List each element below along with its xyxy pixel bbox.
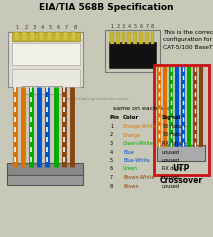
Bar [47,32,52,41]
Text: 3: 3 [122,24,125,29]
Bar [151,32,154,44]
Bar [30,32,35,41]
Text: 6: 6 [57,25,60,30]
Bar [110,32,114,44]
Bar [7,163,83,177]
Text: 4: 4 [110,150,113,155]
Text: Blue-White: Blue-White [123,158,150,163]
Text: 4: 4 [40,25,44,30]
Bar [157,145,205,161]
Text: 3: 3 [32,25,35,30]
Text: 1: 1 [110,124,113,129]
Text: Green-White: Green-White [123,141,154,146]
Text: RX data +: RX data + [162,141,187,146]
Text: 1: 1 [110,24,114,29]
Bar [105,30,160,72]
Text: Brown-White: Brown-White [123,175,154,180]
Text: 6: 6 [140,24,142,29]
Text: EIA/TIA 568B Specification: EIA/TIA 568B Specification [39,3,173,12]
Text: Green: Green [123,167,138,172]
Text: 8: 8 [151,24,154,29]
Text: 7: 7 [65,25,68,30]
Text: Signal: Signal [162,115,182,120]
Text: Brown: Brown [123,183,138,188]
Text: 5: 5 [110,158,113,163]
Text: 2: 2 [110,132,113,137]
Bar [127,32,131,44]
Bar [145,32,149,44]
Text: 3: 3 [110,141,113,146]
Bar [7,175,83,185]
Bar [12,69,80,87]
Text: same on each end.: same on each end. [113,106,173,111]
Text: TX data +: TX data + [162,124,187,129]
Text: 2: 2 [24,25,27,30]
Text: 5: 5 [134,24,137,29]
Text: Orange-White: Orange-White [123,124,157,129]
Bar [22,86,62,94]
Bar [109,42,156,68]
Bar [63,32,68,41]
Text: 4: 4 [128,24,131,29]
Text: unused: unused [162,183,180,188]
Bar [55,32,60,41]
Text: TX data -: TX data - [162,132,184,137]
Text: unused: unused [162,158,180,163]
Bar [71,32,76,41]
Text: unused: unused [162,150,180,155]
Text: Pin: Pin [110,115,120,120]
Text: 7: 7 [110,175,113,180]
Text: RX data -: RX data - [162,167,185,172]
Text: 2: 2 [116,24,119,29]
Text: UTP
Crossover: UTP Crossover [160,164,203,185]
Bar [12,43,80,65]
Text: xoticab.Cabling.onilbetre.route: xoticab.Cabling.onilbetre.route [61,97,129,101]
Bar [122,32,125,44]
Text: 6: 6 [110,167,113,172]
Text: 8: 8 [110,183,113,188]
Text: Orange: Orange [123,132,141,137]
Text: 1: 1 [16,25,19,30]
Bar [8,32,83,87]
Bar [14,32,19,41]
Text: Color: Color [123,115,139,120]
Text: 7: 7 [145,24,148,29]
Bar [116,32,120,44]
Text: Blue: Blue [123,150,134,155]
Text: 5: 5 [49,25,52,30]
Text: 8: 8 [73,25,76,30]
Bar [39,32,44,41]
Bar [139,32,143,44]
Bar [12,32,80,41]
Bar [133,32,137,44]
Text: This is the correct wiring
configuration for
CAT-5/100 BaseT cables.: This is the correct wiring configuration… [163,30,213,49]
Bar [22,32,27,41]
Text: unused: unused [162,175,180,180]
Bar [154,65,209,175]
